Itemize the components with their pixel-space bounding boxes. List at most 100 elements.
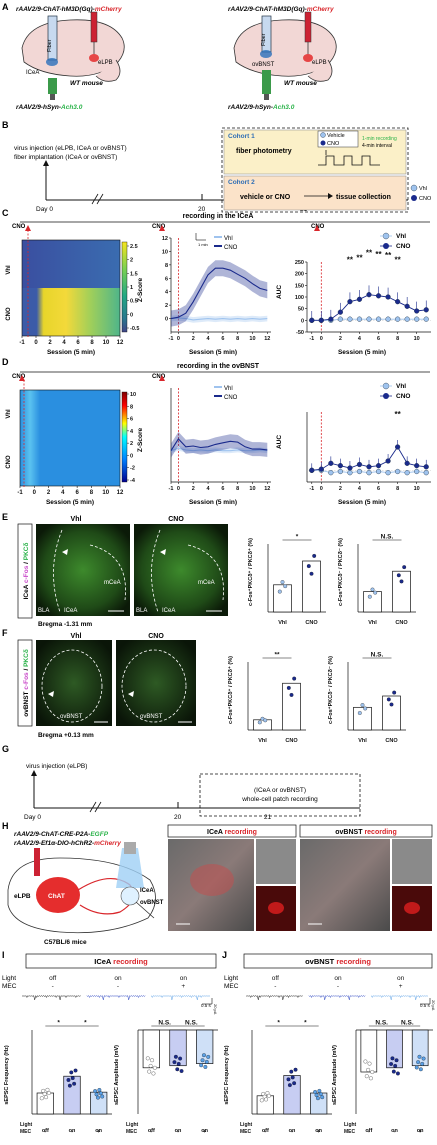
data-point <box>147 1069 152 1074</box>
data-point <box>292 1081 297 1086</box>
y-tick-label: 8 <box>165 263 168 269</box>
point-Vhl <box>356 316 363 322</box>
brain-right-illustration: Fiber ovBNST eLPB WT mouse rAAV2/9-hSyn-… <box>228 11 337 111</box>
h-chat-label: ChAT <box>48 893 65 900</box>
significance-label: N.S. <box>185 1020 198 1027</box>
zscore-d-legend-cno: CNO <box>224 395 238 401</box>
point-CNO <box>309 467 315 473</box>
heat-tick-label: -1 <box>19 340 25 346</box>
data-point <box>206 1054 211 1059</box>
point-Vhl <box>375 468 382 475</box>
point-CNO <box>356 296 363 302</box>
i-light-label: Light <box>2 975 16 982</box>
mec-axis-label: MEC <box>240 1129 252 1135</box>
heatmap-d-xlabel: Session (5 min) <box>46 499 94 506</box>
significance-label: * <box>296 534 299 541</box>
data-point <box>363 1059 368 1064</box>
point-Vhl <box>395 468 401 475</box>
series-band-CNO <box>171 431 268 458</box>
panel-g: G virus injection (eLPB) Day 0 20 21 (IC… <box>2 744 361 821</box>
heatmap-c-vhl <box>22 240 120 288</box>
data-point <box>314 1093 319 1098</box>
data-point <box>389 702 394 707</box>
chart-f-bar1: Vhl CNO ** <box>247 652 306 744</box>
heatmap-c-xlabel: Session (5 min) <box>47 349 95 356</box>
e-bla-label: BLA <box>38 608 49 614</box>
point-CNO <box>347 465 353 471</box>
mec-category-label: + <box>419 1129 422 1135</box>
bar-on <box>196 1029 214 1064</box>
bar-CNO <box>392 570 411 613</box>
point-CNO <box>309 317 315 323</box>
significance-marker: ** <box>394 410 401 419</box>
heat-tick-label: 8 <box>90 340 94 346</box>
data-point <box>145 1056 150 1061</box>
data-point <box>94 1092 99 1097</box>
data-point <box>312 553 317 558</box>
i-ylab2: sEPSC Amplitude (mV) <box>114 1045 120 1105</box>
x-category-label: Vhl <box>278 620 287 626</box>
auc-d-xlabel: Session (5 min) <box>338 499 386 506</box>
data-point <box>98 1091 103 1096</box>
data-point <box>367 594 372 599</box>
mec-condition: + <box>399 983 403 990</box>
y-tick-label: 150 <box>295 283 304 289</box>
colorbar-c <box>121 241 128 333</box>
zscore-c-xlabel: Session (5 min) <box>189 349 237 356</box>
mec-category-label: - <box>368 1129 370 1135</box>
e-bla-label-2: BLA <box>136 608 147 614</box>
data-point <box>370 587 375 592</box>
data-point <box>318 1092 323 1096</box>
h-elpb-label: eLPB <box>14 893 31 900</box>
mec-category-label: - <box>44 1129 46 1135</box>
panel-a-right-bottom: rAAV2/9-hSyn-Ach3.0 <box>228 104 295 111</box>
panel-d: D recording in the ovBNST CNO Vhl CNO -1… <box>2 357 431 506</box>
colorbar-d <box>121 391 128 483</box>
j-traces <box>245 994 431 1005</box>
x-category-label: on <box>391 1128 398 1134</box>
cbar-tick-label: 8 <box>130 404 133 410</box>
chart-e-bar1: Vhl CNO * <box>267 534 326 626</box>
target-label-right: ovBNST <box>252 62 275 68</box>
point-CNO <box>375 463 382 469</box>
cbar-tick-label: 6 <box>130 417 133 423</box>
data-point <box>394 1058 399 1063</box>
data-point <box>200 1058 205 1063</box>
auc-c-legend-cno: CNO <box>396 243 410 250</box>
data-point <box>287 1083 292 1088</box>
point-Vhl <box>414 316 420 322</box>
significance-label: N.S. <box>371 652 384 659</box>
data-point <box>257 720 262 725</box>
timeline-g-box2: whole-cell patch recording <box>241 796 318 803</box>
bar-on <box>63 1075 81 1115</box>
x-tick-label: 6 <box>221 486 224 492</box>
significance-label: N.S. <box>401 1020 414 1027</box>
data-point <box>392 690 397 695</box>
bar-on <box>386 1029 403 1069</box>
y-tick-label: 200 <box>295 272 304 278</box>
j-conditions: off-on-on+ <box>272 975 405 990</box>
data-point <box>286 685 291 690</box>
bar-Vhl <box>353 706 372 731</box>
x-tick-label: 0 <box>177 336 180 342</box>
data-point <box>100 1094 105 1099</box>
point-Vhl <box>385 316 391 322</box>
x-tick-label: 12 <box>264 336 270 342</box>
panel-i: I ICeA recording Light MEC off-on-on+ 0.… <box>2 950 218 1135</box>
point-Vhl <box>337 316 343 322</box>
bar-on <box>411 1029 429 1067</box>
point-Vhl <box>404 470 410 476</box>
heatmap-c-cno-tag: CNO <box>12 224 26 230</box>
y-tick-label: 50 <box>298 307 304 313</box>
data-point <box>290 1075 295 1080</box>
h-schematic: ChAT eLPB ICeA ovBNST C57BL/6 mice <box>7 842 164 946</box>
auc-c-ylabel: AUC <box>276 285 283 299</box>
h-icea-dic-image <box>256 839 296 884</box>
data-point <box>46 1091 51 1095</box>
x-tick-label: 2 <box>339 486 342 492</box>
